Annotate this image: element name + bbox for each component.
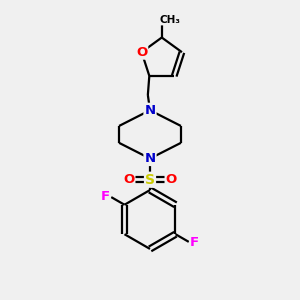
Text: N: N: [144, 152, 156, 165]
Text: CH₃: CH₃: [160, 15, 181, 25]
Text: F: F: [190, 236, 199, 249]
Text: N: N: [144, 104, 156, 117]
Text: O: O: [123, 173, 134, 186]
Text: O: O: [166, 173, 177, 186]
Text: F: F: [101, 190, 110, 203]
Text: O: O: [136, 46, 147, 59]
Text: S: S: [145, 173, 155, 187]
